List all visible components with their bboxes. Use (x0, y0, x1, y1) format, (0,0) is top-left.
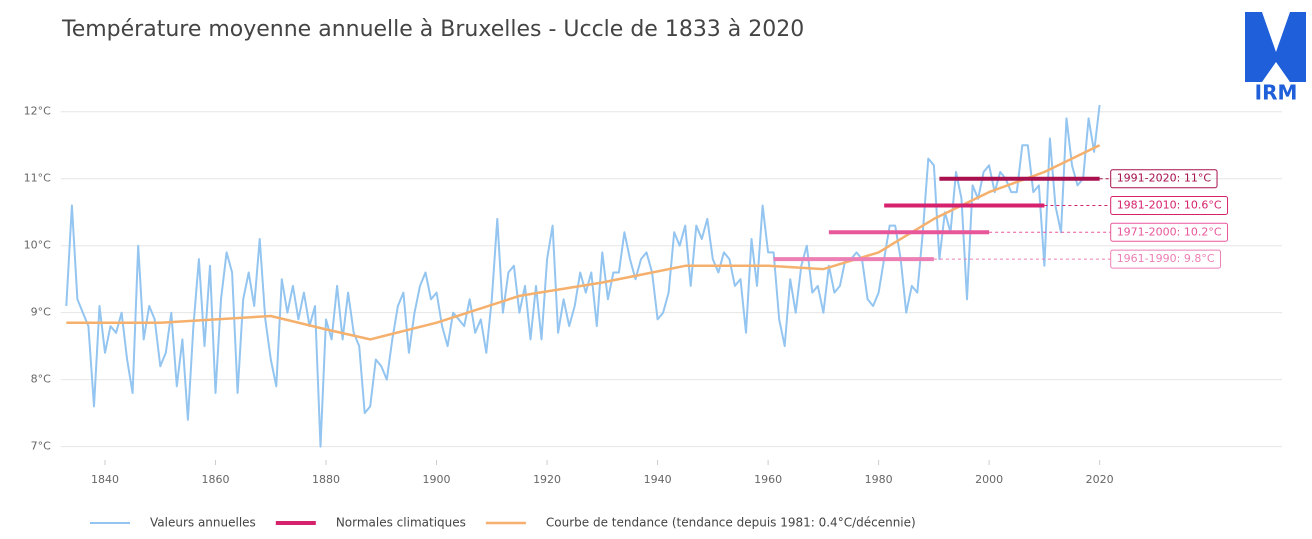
y-tick-label: 10°C (24, 239, 51, 252)
normal-label-box (1110, 222, 1229, 242)
legend-label: Valeurs annuelles (150, 516, 256, 530)
normal-label: 1991-2020: 11°C (1117, 172, 1212, 185)
y-tick-label: 9°C (31, 306, 51, 319)
x-tick-label: 2000 (975, 473, 1003, 486)
y-tick-label: 8°C (31, 373, 51, 386)
x-tick-label: 1940 (644, 473, 672, 486)
normal-label: 1981-2010: 10.6°C (1117, 199, 1222, 212)
logo: IRM (1245, 12, 1306, 105)
legend-label: Normales climatiques (336, 516, 466, 530)
x-tick-label: 1960 (754, 473, 782, 486)
y-tick-label: 12°C (24, 105, 51, 118)
logo-shape (1245, 12, 1306, 82)
logo-text: IRM (1255, 81, 1298, 105)
normal-label: 1971-2000: 10.2°C (1117, 225, 1222, 238)
x-tick-label: 1840 (91, 473, 119, 486)
x-tick-label: 1900 (423, 473, 451, 486)
x-tick-label: 1880 (312, 473, 340, 486)
y-tick-label: 7°C (31, 440, 51, 453)
x-tick-label: 1920 (533, 473, 561, 486)
series-line (65, 104, 1101, 448)
normal-label: 1961-1990: 9.8°C (1117, 252, 1215, 265)
x-tick-label: 1860 (202, 473, 230, 486)
x-tick-label: 1980 (865, 473, 893, 486)
chart-title: Température moyenne annuelle à Bruxelles… (61, 17, 804, 42)
normal-label-box (1110, 169, 1218, 189)
normal-label-box (1110, 249, 1222, 269)
normal-label-box (1110, 196, 1229, 216)
legend-label: Courbe de tendance (tendance depuis 1981… (546, 516, 916, 530)
y-tick-label: 11°C (24, 172, 51, 185)
x-tick-label: 2020 (1086, 473, 1114, 486)
